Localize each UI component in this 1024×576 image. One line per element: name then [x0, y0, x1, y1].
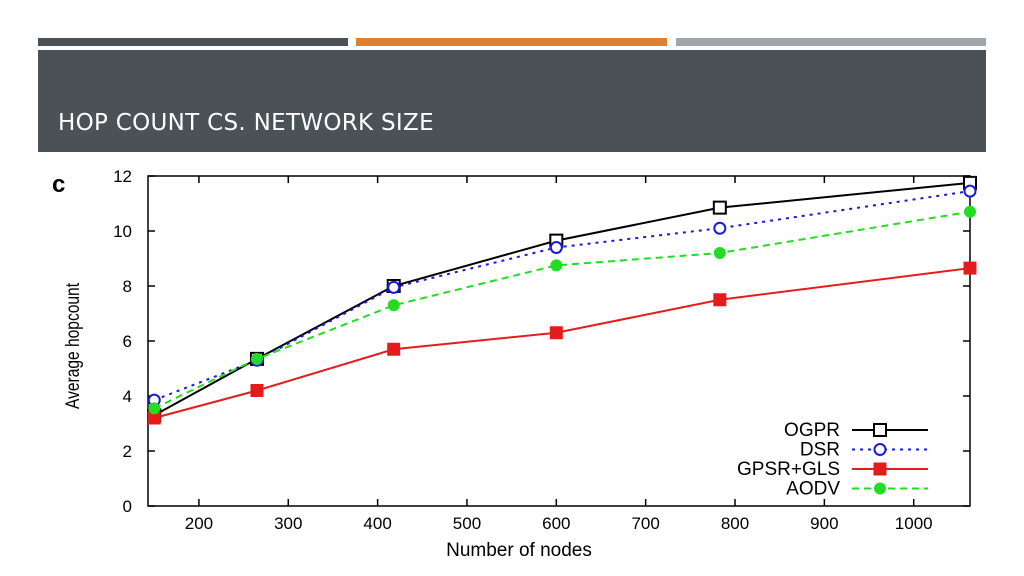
data-point: [963, 184, 977, 198]
x-tick-label: 200: [185, 514, 213, 533]
y-tick-label: 6: [123, 332, 132, 351]
series-line: [153, 267, 971, 419]
legend-marker: [873, 423, 887, 437]
x-axis-label: Number of nodes: [446, 540, 592, 561]
data-point: [148, 402, 161, 415]
y-tick-label: 10: [113, 222, 132, 241]
x-tick-label: 900: [810, 514, 838, 533]
x-tick-label: 300: [274, 514, 302, 533]
data-point: [964, 205, 976, 218]
data-point: [550, 259, 563, 272]
legend-marker: [874, 482, 886, 495]
y-tick-label: 4: [123, 387, 132, 406]
accent-bar-orange: [356, 38, 667, 46]
y-tick-label: 8: [123, 277, 132, 296]
plot-frame: [147, 175, 971, 507]
data-point: [963, 261, 977, 275]
panel-label: c: [52, 171, 65, 198]
data-point: [387, 280, 401, 294]
series-gpsr-gls: [147, 261, 977, 425]
y-axis-label: Average hopcount: [62, 283, 84, 409]
slide-title: HOP COUNT CS. NETWORK SIZE: [58, 110, 434, 136]
x-tick-label: 800: [721, 514, 749, 533]
x-tick-label: 500: [453, 514, 481, 533]
data-point: [387, 299, 400, 312]
x-tick-label: 400: [363, 514, 391, 533]
y-tick-label: 2: [123, 442, 132, 461]
data-point: [549, 241, 563, 254]
data-point: [251, 352, 264, 365]
accent-bar-dark: [38, 38, 348, 46]
data-point: [387, 342, 401, 356]
series-line: [153, 190, 971, 402]
series-line: [153, 181, 971, 417]
x-tick-label: 1000: [895, 514, 933, 533]
legend-marker: [873, 462, 887, 476]
accent-bar-gray: [676, 38, 986, 46]
series-dsr: [147, 184, 977, 407]
slide-header: HOP COUNT CS. NETWORK SIZE: [38, 50, 986, 152]
y-tick-label: 0: [123, 497, 132, 516]
legend-label: DSR: [800, 440, 840, 461]
data-point: [713, 247, 726, 259]
data-point: [549, 326, 563, 340]
legend-label: AODV: [786, 479, 840, 500]
x-tick-label: 600: [542, 514, 570, 533]
x-tick-label: 700: [631, 514, 659, 533]
data-point: [712, 200, 727, 215]
legend-marker: [873, 443, 887, 456]
y-tick-label: 12: [113, 167, 132, 186]
legend-label: GPSR+GLS: [737, 459, 840, 480]
data-point: [713, 221, 727, 235]
series-ogpr: [147, 175, 977, 423]
legend-label: OGPR: [784, 420, 840, 441]
data-point: [250, 384, 264, 397]
series-aodv: [148, 205, 976, 415]
data-point: [713, 293, 727, 307]
